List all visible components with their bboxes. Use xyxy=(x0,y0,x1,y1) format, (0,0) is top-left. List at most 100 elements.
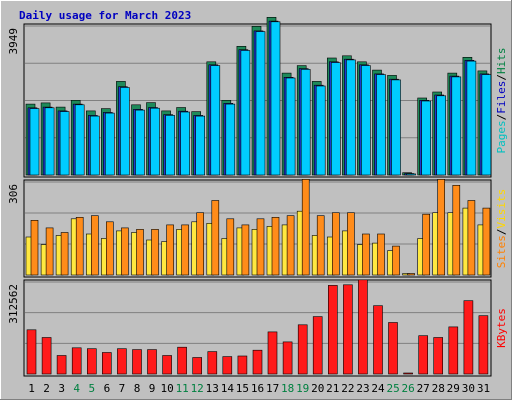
x-tick-label-30: 30 xyxy=(462,382,475,395)
x-tick-label-26: 26 xyxy=(401,382,414,395)
bar-pages-day-3 xyxy=(59,111,70,176)
bar-sites-day-16 xyxy=(256,218,265,276)
bar-sites-day-11 xyxy=(181,224,189,276)
bar-sites-day-1 xyxy=(30,220,39,276)
bar-pages-day-25 xyxy=(391,79,401,176)
bar-pages-day-14 xyxy=(225,103,236,176)
bar-pages-day-28 xyxy=(436,95,447,176)
bar-kbytes-day-26 xyxy=(403,372,413,375)
x-tick-label-12: 12 xyxy=(191,382,204,395)
bar-sites-day-31 xyxy=(482,207,491,276)
legend-hits-files-pages: Pages/Files/Hits xyxy=(495,48,508,154)
bar-sites-day-29 xyxy=(452,185,461,276)
bar-kbytes-day-11 xyxy=(177,346,187,375)
legend-kbytes: KBytes xyxy=(495,308,508,348)
bar-kbytes-day-31 xyxy=(478,315,489,375)
x-tick-label-24: 24 xyxy=(371,382,385,395)
x-tick-label-4: 4 xyxy=(73,382,80,395)
bar-kbytes-day-23 xyxy=(358,279,368,375)
panel-visits-sites: 306 Sites/Visits xyxy=(7,179,508,278)
bar-kbytes-day-4 xyxy=(71,347,82,375)
bar-kbytes-day-28 xyxy=(433,337,444,375)
bar-kbytes-day-19 xyxy=(297,324,308,375)
bar-pages-day-13 xyxy=(210,65,221,176)
x-tick-label-29: 29 xyxy=(447,382,460,395)
bar-kbytes-day-29 xyxy=(448,326,459,375)
bar-sites-day-26 xyxy=(407,273,415,276)
x-tick-label-25: 25 xyxy=(386,382,399,395)
legend-item: / xyxy=(495,74,508,81)
bar-pages-day-12 xyxy=(195,115,205,176)
bar-sites-day-30 xyxy=(467,200,476,276)
bar-pages-day-18 xyxy=(285,77,296,176)
bar-kbytes-day-5 xyxy=(87,348,97,375)
x-tick-label-9: 9 xyxy=(149,382,156,395)
bar-pages-day-22 xyxy=(346,59,356,176)
bar-pages-day-16 xyxy=(255,31,266,176)
bar-kbytes-day-13 xyxy=(207,351,218,375)
bar-sites-day-19 xyxy=(301,179,310,276)
bar-sites-day-8 xyxy=(136,229,144,276)
bar-kbytes-day-30 xyxy=(463,300,474,375)
legend-item: Hits xyxy=(495,48,508,75)
bar-sites-day-13 xyxy=(211,200,220,276)
x-tick-label-14: 14 xyxy=(221,382,235,395)
bar-pages-day-17 xyxy=(270,21,281,176)
x-tick-label-16: 16 xyxy=(251,382,264,395)
y-max-label-hits-files-pages: 3949 xyxy=(7,28,20,55)
bar-sites-day-2 xyxy=(45,227,54,276)
x-tick-label-17: 17 xyxy=(266,382,279,395)
x-tick-label-28: 28 xyxy=(432,382,445,395)
bar-pages-day-21 xyxy=(330,62,341,176)
bar-sites-day-14 xyxy=(226,218,235,276)
legend-visits-sites: Sites/Visits xyxy=(495,189,508,269)
x-tick-label-1: 1 xyxy=(28,382,35,395)
bar-kbytes-day-3 xyxy=(56,355,67,375)
bar-kbytes-day-18 xyxy=(282,341,293,375)
bar-kbytes-day-17 xyxy=(267,331,278,375)
bar-pages-day-5 xyxy=(90,115,100,176)
x-tick-label-22: 22 xyxy=(341,382,354,395)
bar-pages-day-29 xyxy=(451,76,462,176)
x-axis-labels: 1 2 3 4 5 6 7 8 9 10 11 12 13 14 15 16 17 18 19 20 21 22 23 24 2… xyxy=(28,382,490,395)
bar-kbytes-day-10 xyxy=(162,355,172,375)
bar-pages-day-23 xyxy=(361,65,371,176)
y-max-label-visits-sites: 306 xyxy=(7,184,20,204)
x-tick-label-5: 5 xyxy=(88,382,95,395)
bar-sites-day-22 xyxy=(347,212,355,276)
bar-pages-day-1 xyxy=(29,108,40,176)
bar-pages-day-7 xyxy=(120,87,130,176)
bar-sites-day-6 xyxy=(106,221,114,276)
bar-pages-day-27 xyxy=(421,100,432,176)
x-tick-label-18: 18 xyxy=(281,382,294,395)
legend-item: KBytes xyxy=(495,308,508,348)
x-tick-label-2: 2 xyxy=(43,382,50,395)
bar-pages-day-30 xyxy=(466,60,477,176)
x-tick-label-6: 6 xyxy=(104,382,111,395)
x-tick-label-21: 21 xyxy=(326,382,339,395)
legend-item: Pages xyxy=(495,120,508,153)
panel-kbytes: 312562 KBytes xyxy=(7,279,508,377)
bar-sites-day-27 xyxy=(422,213,431,276)
x-tick-label-13: 13 xyxy=(206,382,219,395)
x-tick-label-27: 27 xyxy=(417,382,430,395)
bar-pages-day-20 xyxy=(315,85,326,176)
x-tick-label-23: 23 xyxy=(356,382,369,395)
bar-kbytes-day-15 xyxy=(237,355,248,375)
bar-kbytes-day-1 xyxy=(26,329,37,375)
bar-pages-day-10 xyxy=(165,115,175,176)
bar-sites-day-7 xyxy=(121,227,129,276)
bar-sites-day-3 xyxy=(60,232,69,276)
bar-sites-day-10 xyxy=(166,224,174,276)
bar-sites-day-21 xyxy=(331,212,340,276)
bar-kbytes-day-6 xyxy=(102,352,112,375)
y-max-label-kbytes: 312562 xyxy=(7,284,20,324)
bar-sites-day-5 xyxy=(91,215,99,276)
bar-pages-day-11 xyxy=(180,111,190,176)
bar-pages-day-6 xyxy=(105,112,115,176)
chart-panels: 3949Pages/Files/Hits306Sites/Visits31256… xyxy=(7,16,508,377)
bar-kbytes-day-20 xyxy=(312,316,323,375)
x-tick-label-15: 15 xyxy=(236,382,249,395)
bar-pages-day-26 xyxy=(406,173,416,176)
